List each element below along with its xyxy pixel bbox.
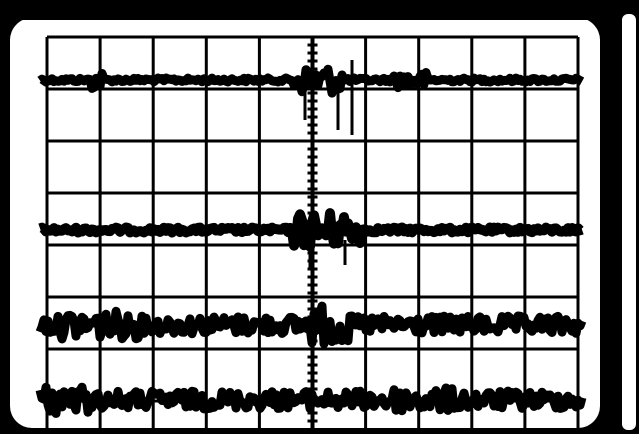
- oscilloscope-photo: [0, 0, 639, 434]
- top-shade: [10, 0, 600, 20]
- page: (() => { JSON.parse(document.getElementB…: [0, 0, 639, 434]
- bezel-edge: [622, 14, 636, 430]
- trace: [40, 387, 582, 413]
